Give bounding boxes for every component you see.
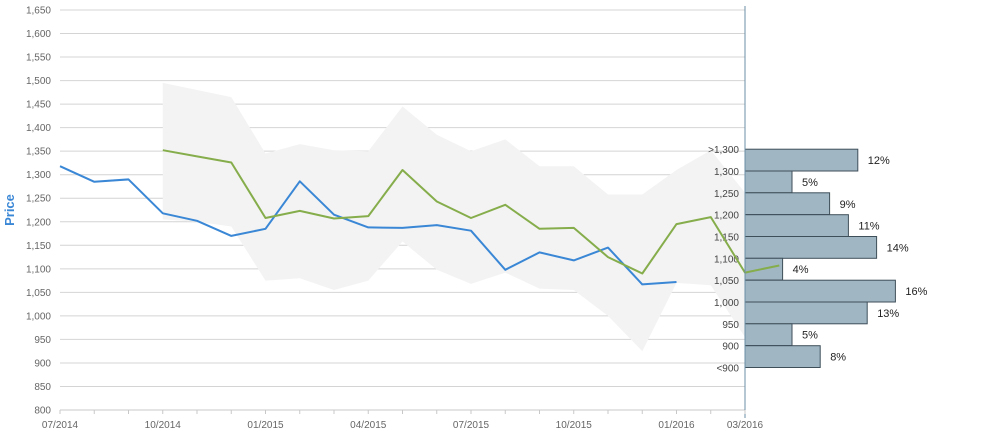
series-line [59,165,677,286]
y-axis-label: Price [2,194,17,226]
bucket-label: 1,150 [714,233,739,244]
y-tick-label: 1,050 [26,288,51,299]
bar-percent-label: 4% [793,264,809,276]
bucket-label: 1,000 [714,298,739,309]
bucket-label: 1,250 [714,189,739,200]
y-tick-label: 800 [34,406,51,417]
bar-percent-label: 5% [802,330,818,342]
x-tick-label: 10/2015 [556,420,593,431]
x-tick-label: 07/2015 [453,420,490,431]
x-tick-label: 04/2015 [350,420,387,431]
distribution-bar [744,279,896,303]
distribution-bar [744,323,793,347]
distribution-bar [744,301,868,325]
y-tick-label: 900 [34,358,51,369]
y-tick-label: 1,400 [26,123,51,134]
bar-percent-label: 12% [868,155,890,167]
y-tick-label: 1,150 [26,241,51,252]
bar-percent-label: 8% [830,352,846,364]
distribution-bar [744,148,859,172]
x-tick-label: 01/2015 [247,420,284,431]
bucket-label: 900 [722,342,739,353]
y-tick-label: 1,200 [26,217,51,228]
x-tick-label: 07/2014 [42,420,79,431]
distribution-bars: >1,300 12% 1,300 5% 1,250 9% 1,200 11% 1,150 14% 1… [708,145,928,374]
distribution-bar [744,214,849,237]
bar-percent-label: 9% [840,199,856,211]
axes: 800 850 900 950 1,000 1,050 1,100 1,150 1,200 1,2… [26,6,764,432]
y-tick-label: 1,650 [26,6,51,17]
y-tick-label: 1,600 [26,29,51,40]
y-tick-label: 1,350 [26,147,51,158]
y-tick-label: 1,550 [26,53,51,64]
bucket-label: 1,300 [714,167,739,178]
x-tick-label: 01/2016 [658,420,695,431]
price-lines [59,149,780,286]
distribution-bar [744,170,793,194]
bucket-label: 1,200 [714,211,739,222]
distribution-bar [744,192,831,216]
bar-percent-label: 11% [858,221,879,233]
y-tick-label: 1,300 [26,170,51,181]
bucket-label: 1,050 [714,276,739,287]
bucket-label: 1,100 [714,254,739,265]
bucket-label: >1,300 [708,145,739,156]
x-tick-label: 10/2014 [145,420,182,431]
distribution-bar [744,236,878,259]
bar-percent-label: 14% [887,242,909,254]
series-line [162,149,780,275]
y-tick-label: 1,100 [26,264,51,275]
bucket-label: 950 [722,320,739,331]
bar-percent-label: 16% [905,286,927,298]
x-tick-label: 03/2016 [727,420,764,431]
y-tick-label: 1,500 [26,76,51,87]
y-tick-label: 1,450 [26,100,51,111]
bar-percent-label: 13% [877,308,899,320]
y-tick-label: 1,000 [26,311,51,322]
bucket-label: <900 [716,363,739,374]
distribution-bar [744,345,821,369]
bar-percent-label: 5% [802,177,818,189]
y-tick-label: 1,250 [26,194,51,205]
y-tick-label: 950 [34,335,51,346]
y-tick-label: 850 [34,382,51,393]
